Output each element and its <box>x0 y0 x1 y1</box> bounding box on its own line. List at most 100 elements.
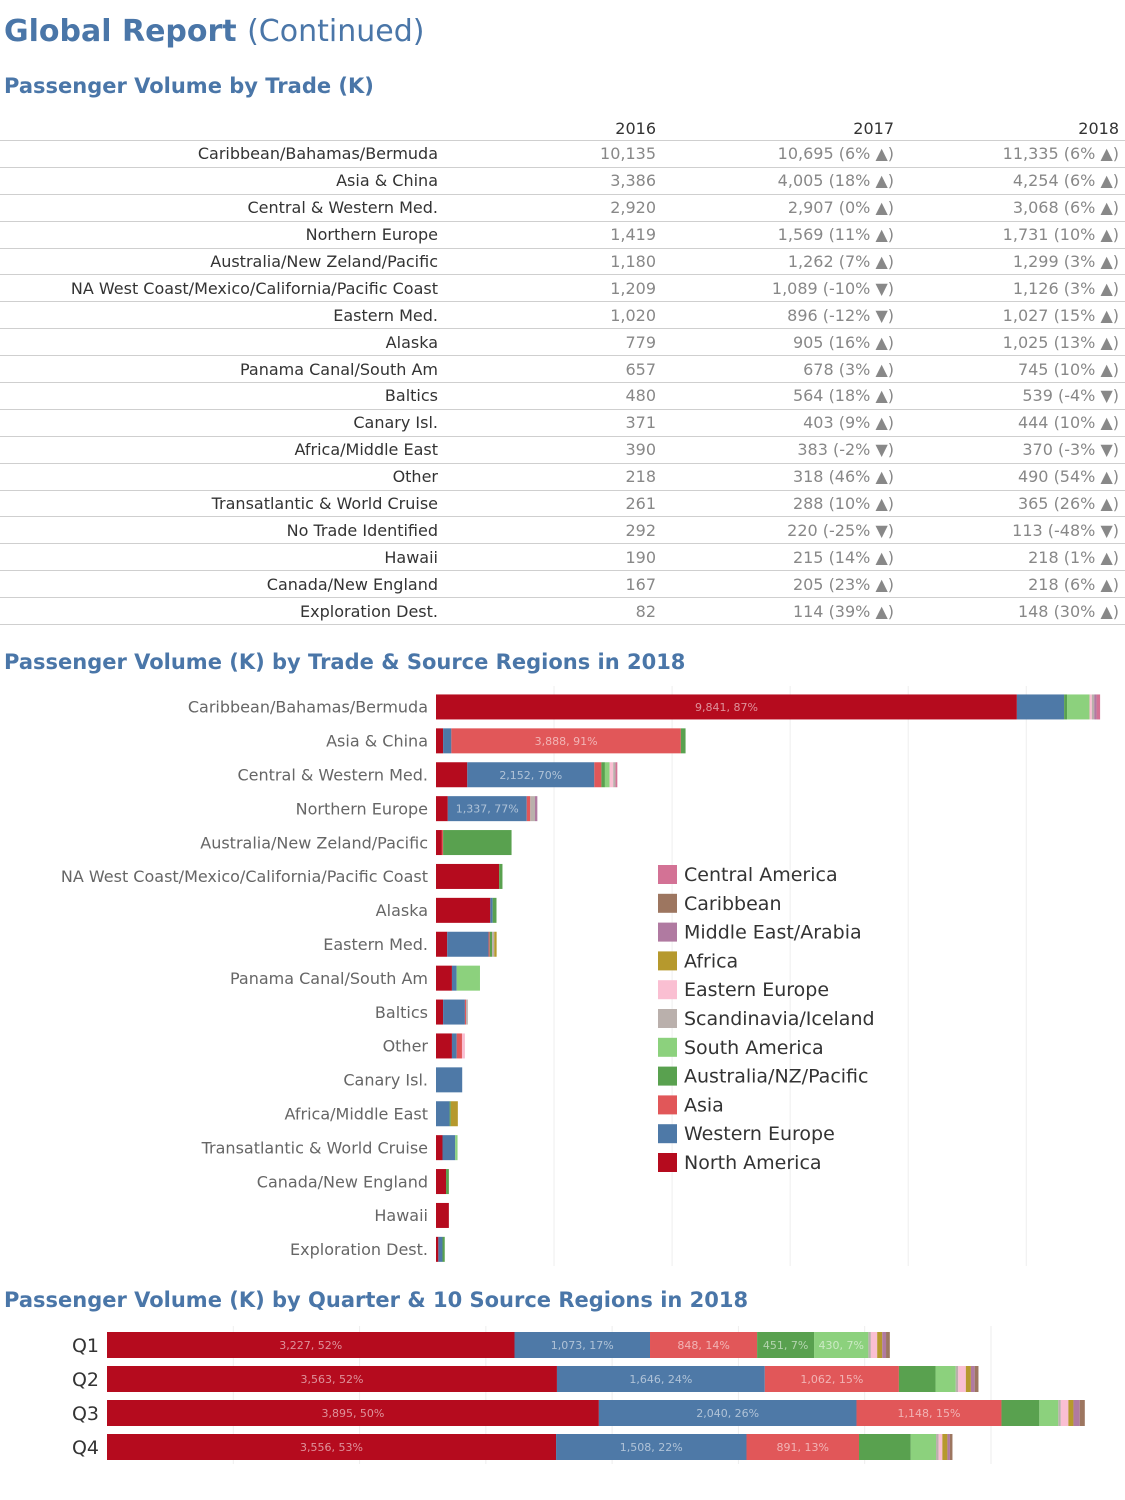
header-2016: 2016 <box>615 118 656 138</box>
section-title-quarter-source: Passenger Volume (K) by Quarter & 10 Sou… <box>4 1288 749 1312</box>
value-2017-cell: 4,005 (18% ▲) <box>662 166 900 195</box>
bar-segment-western-europe <box>598 1400 857 1426</box>
value-2016-cell: 218 <box>444 462 662 491</box>
bar-segment-australia-nz-pacific <box>492 897 497 923</box>
bar-segment-asia <box>456 1033 462 1059</box>
table-row: Asia & China 3,386 4,005 (18% ▲) 4,254 (6% … <box>0 166 1125 195</box>
table-row: Other 218 318 (46% ▲) 490 (54% ▲) <box>0 462 1125 491</box>
value-2018-cell: 1,731 (10% ▲) <box>900 220 1125 249</box>
bar-segment-africa <box>942 1434 948 1460</box>
bar-segment-asia <box>746 1434 860 1460</box>
table-row: Eastern Med. 1,020 896 (-12% ▼) 1,027 (15% … <box>0 301 1125 329</box>
value-2018-cell: 370 (-3% ▼) <box>900 435 1125 464</box>
category-label: Africa/Middle East <box>285 1105 428 1124</box>
value-2018-cell: 1,027 (15% ▲) <box>900 301 1125 329</box>
category-label: Q3 <box>72 1403 99 1425</box>
data-label: 3,895, 50% <box>321 1407 384 1420</box>
table-row: Exploration Dest. 82 114 (39% ▲) 148 (30% ▲… <box>0 597 1125 626</box>
bar-segment-africa <box>1068 1400 1074 1426</box>
data-label: 9,841, 87% <box>695 701 758 714</box>
category-label: Canada/New England <box>257 1172 428 1191</box>
table-row: Canada/New England 167 205 (23% ▲) 218 (6% … <box>0 570 1125 598</box>
legend-swatch-scandinavia-iceland <box>658 1009 677 1028</box>
value-2017-cell: 215 (14% ▲) <box>662 543 900 571</box>
value-2017-cell: 288 (10% ▲) <box>662 489 900 517</box>
trade-volume-table: 2016 2017 2018 Caribbean/Bahamas/Bermuda… <box>0 116 1125 626</box>
category-label: Northern Europe <box>296 799 428 818</box>
bar-segment-eastern-europe <box>609 762 614 788</box>
category-label: Central & Western Med. <box>238 766 429 785</box>
table-row: Panama Canal/South Am 657 678 (3% ▲) 745 (1… <box>0 355 1125 383</box>
trade-name-cell: Africa/Middle East <box>0 435 444 464</box>
bar-segment-central-america <box>615 762 618 788</box>
value-2018-cell: 745 (10% ▲) <box>900 355 1125 383</box>
table-row: No Trade Identified 292 220 (-25% ▼) 113 (-… <box>0 516 1125 544</box>
bar-segment-western-europe <box>514 1332 651 1358</box>
bar-segment-middle-east-arabia <box>970 1366 975 1392</box>
bar-segment-north-america <box>436 762 468 788</box>
bar-segment-south-america <box>910 1434 937 1460</box>
bar-segment-eastern-europe <box>938 1434 943 1460</box>
category-label: Q4 <box>72 1437 99 1459</box>
data-label: 1,062, 15% <box>800 1373 863 1386</box>
trade-name-cell: Baltics <box>0 382 444 410</box>
value-2017-cell: 896 (-12% ▼) <box>662 301 900 329</box>
section-title-trade-source: Passenger Volume (K) by Trade & Source R… <box>4 650 686 674</box>
value-2016-cell: 167 <box>444 570 662 598</box>
bar-segment-australia-nz-pacific <box>489 931 493 957</box>
value-2016-cell: 390 <box>444 435 662 464</box>
value-2017-cell: 10,695 (6% ▲) <box>662 140 900 168</box>
data-label: 891, 13% <box>777 1441 829 1454</box>
bar-segment-africa <box>494 931 497 957</box>
bar-segment-north-america <box>436 1202 449 1228</box>
data-label: 2,152, 70% <box>499 769 562 782</box>
bar-segment-asia <box>464 999 467 1025</box>
bar-segment-australia-nz-pacific <box>859 1434 911 1460</box>
value-2016-cell: 1,209 <box>444 274 662 302</box>
value-2017-cell: 1,569 (11% ▲) <box>662 220 900 249</box>
title-sub: (Continued) <box>247 14 425 49</box>
bar-segment-north-america <box>436 1236 439 1262</box>
legend-swatch-asia <box>658 1095 677 1115</box>
data-label: 848, 14% <box>677 1339 729 1352</box>
trade-name-cell: Caribbean/Bahamas/Bermuda <box>0 140 444 168</box>
legend-swatch-middle-east-arabia <box>658 922 677 942</box>
category-label: Caribbean/Bahamas/Bermuda <box>188 698 428 717</box>
legend-swatch-central-america <box>658 865 677 884</box>
bar-segment-middle-east-arabia <box>1073 1400 1080 1426</box>
bar-segment-middle-east-arabia <box>947 1434 950 1460</box>
value-2018-cell: 365 (26% ▲) <box>900 489 1125 517</box>
bar-segment-scandinavia-iceland <box>466 999 468 1025</box>
bar-segment-western-europe <box>436 1101 450 1127</box>
bar-segment-north-america <box>436 796 448 822</box>
bar-segment-scandinavia-iceland <box>936 1434 939 1460</box>
bar-segment-asia <box>526 796 531 822</box>
value-2017-cell: 403 (9% ▲) <box>662 408 900 437</box>
trade-name-cell: Central & Western Med. <box>0 193 444 222</box>
value-2017-cell: 2,907 (0% ▲) <box>662 193 900 222</box>
legend-label: Africa <box>684 950 738 972</box>
bar-segment-asia <box>650 1332 758 1358</box>
trade-name-cell: Asia & China <box>0 166 444 195</box>
value-2017-cell: 905 (16% ▲) <box>662 328 900 356</box>
category-label: Alaska <box>376 901 428 920</box>
bar-segment-north-america <box>107 1400 599 1426</box>
value-2018-cell: 218 (6% ▲) <box>900 570 1125 598</box>
table-row: NA West Coast/Mexico/California/Pacific … <box>0 274 1125 302</box>
category-label: Australia/New Zeland/Pacific <box>200 833 428 852</box>
bar-segment-scandinavia-iceland <box>955 1366 959 1392</box>
value-2018-cell: 148 (30% ▲) <box>900 597 1125 626</box>
value-2016-cell: 10,135 <box>444 140 662 168</box>
value-2016-cell: 1,020 <box>444 301 662 329</box>
bar-segment-south-america <box>1067 694 1090 720</box>
legend-label: Caribbean <box>684 893 782 915</box>
bar-segment-australia-nz-pacific <box>680 728 686 754</box>
bar-segment-north-america <box>436 931 448 957</box>
value-2018-cell: 218 (1% ▲) <box>900 543 1125 571</box>
data-label: 1,148, 15% <box>898 1407 961 1420</box>
bar-segment-north-america <box>436 1169 447 1195</box>
data-label: 2,040, 26% <box>696 1407 759 1420</box>
bar-segment-south-america <box>604 762 610 788</box>
bar-segment-middle-east-arabia <box>534 796 538 822</box>
table-row: Baltics 480 564 (18% ▲) 539 (-4% ▼) <box>0 382 1125 410</box>
